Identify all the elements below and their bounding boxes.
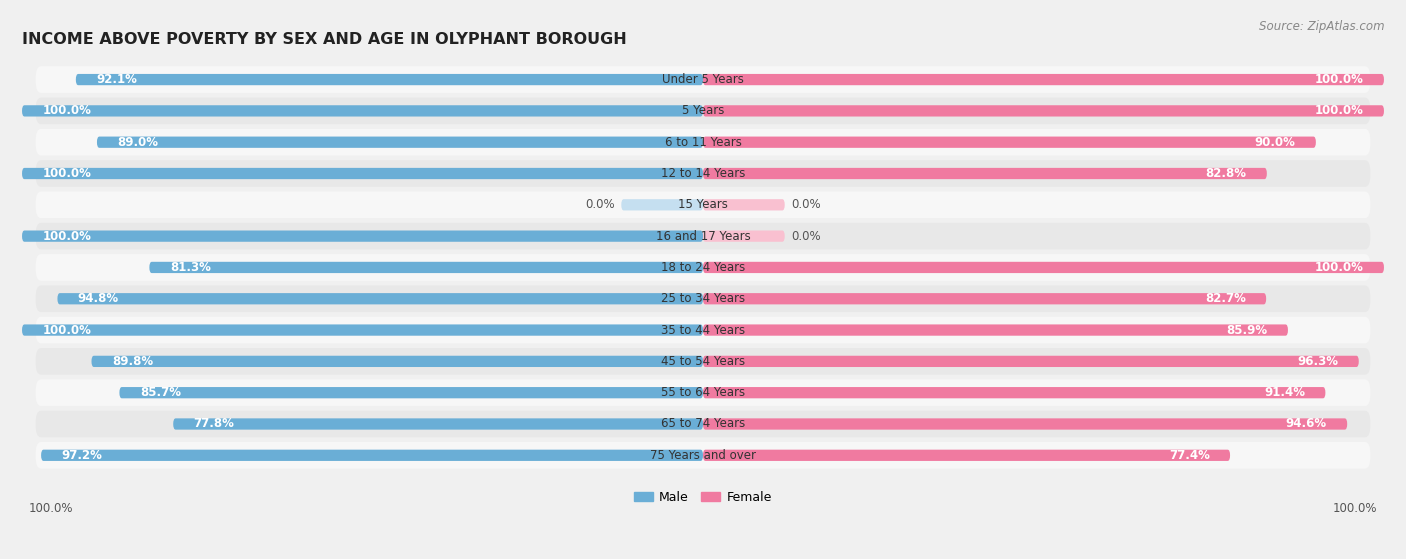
- FancyBboxPatch shape: [22, 168, 703, 179]
- FancyBboxPatch shape: [35, 380, 1371, 406]
- Text: 91.4%: 91.4%: [1264, 386, 1305, 399]
- Text: 100.0%: 100.0%: [42, 230, 91, 243]
- Text: 75 Years and over: 75 Years and over: [650, 449, 756, 462]
- FancyBboxPatch shape: [703, 356, 1358, 367]
- Text: 77.4%: 77.4%: [1168, 449, 1209, 462]
- Text: 6 to 11 Years: 6 to 11 Years: [665, 136, 741, 149]
- FancyBboxPatch shape: [35, 129, 1371, 155]
- Text: 0.0%: 0.0%: [792, 198, 821, 211]
- Text: 85.9%: 85.9%: [1226, 324, 1268, 337]
- Text: 65 to 74 Years: 65 to 74 Years: [661, 418, 745, 430]
- FancyBboxPatch shape: [35, 223, 1371, 249]
- FancyBboxPatch shape: [35, 98, 1371, 124]
- Text: Under 5 Years: Under 5 Years: [662, 73, 744, 86]
- FancyBboxPatch shape: [703, 449, 1230, 461]
- FancyBboxPatch shape: [97, 136, 703, 148]
- Legend: Male, Female: Male, Female: [630, 486, 776, 509]
- Text: 96.3%: 96.3%: [1298, 355, 1339, 368]
- FancyBboxPatch shape: [703, 262, 1384, 273]
- FancyBboxPatch shape: [41, 449, 703, 461]
- FancyBboxPatch shape: [35, 254, 1371, 281]
- FancyBboxPatch shape: [76, 74, 703, 85]
- Text: 12 to 14 Years: 12 to 14 Years: [661, 167, 745, 180]
- Text: 85.7%: 85.7%: [139, 386, 181, 399]
- Text: 82.8%: 82.8%: [1205, 167, 1246, 180]
- FancyBboxPatch shape: [703, 136, 1316, 148]
- FancyBboxPatch shape: [35, 411, 1371, 437]
- Text: 16 and 17 Years: 16 and 17 Years: [655, 230, 751, 243]
- Text: 25 to 34 Years: 25 to 34 Years: [661, 292, 745, 305]
- FancyBboxPatch shape: [621, 199, 703, 210]
- Text: Source: ZipAtlas.com: Source: ZipAtlas.com: [1260, 20, 1385, 32]
- Text: 0.0%: 0.0%: [585, 198, 614, 211]
- FancyBboxPatch shape: [703, 324, 1288, 336]
- FancyBboxPatch shape: [149, 262, 703, 273]
- Text: 92.1%: 92.1%: [96, 73, 138, 86]
- FancyBboxPatch shape: [703, 418, 1347, 430]
- FancyBboxPatch shape: [703, 168, 1267, 179]
- FancyBboxPatch shape: [35, 442, 1371, 468]
- Text: 97.2%: 97.2%: [62, 449, 103, 462]
- Text: 0.0%: 0.0%: [792, 230, 821, 243]
- FancyBboxPatch shape: [35, 348, 1371, 375]
- FancyBboxPatch shape: [173, 418, 703, 430]
- FancyBboxPatch shape: [703, 74, 1384, 85]
- Text: 89.0%: 89.0%: [117, 136, 159, 149]
- FancyBboxPatch shape: [703, 105, 1384, 116]
- FancyBboxPatch shape: [58, 293, 703, 305]
- Text: 100.0%: 100.0%: [1315, 261, 1364, 274]
- FancyBboxPatch shape: [91, 356, 703, 367]
- FancyBboxPatch shape: [35, 192, 1371, 218]
- Text: 100.0%: 100.0%: [42, 167, 91, 180]
- Text: 89.8%: 89.8%: [112, 355, 153, 368]
- FancyBboxPatch shape: [120, 387, 703, 399]
- Text: 100.0%: 100.0%: [1315, 73, 1364, 86]
- Text: 100.0%: 100.0%: [42, 105, 91, 117]
- Text: 77.8%: 77.8%: [194, 418, 235, 430]
- Text: 35 to 44 Years: 35 to 44 Years: [661, 324, 745, 337]
- Text: 94.6%: 94.6%: [1285, 418, 1327, 430]
- Text: 15 Years: 15 Years: [678, 198, 728, 211]
- Text: 94.8%: 94.8%: [77, 292, 120, 305]
- Text: 81.3%: 81.3%: [170, 261, 211, 274]
- FancyBboxPatch shape: [703, 387, 1326, 399]
- Text: 18 to 24 Years: 18 to 24 Years: [661, 261, 745, 274]
- FancyBboxPatch shape: [22, 105, 703, 116]
- FancyBboxPatch shape: [703, 199, 785, 210]
- FancyBboxPatch shape: [35, 286, 1371, 312]
- Text: 5 Years: 5 Years: [682, 105, 724, 117]
- FancyBboxPatch shape: [22, 324, 703, 336]
- FancyBboxPatch shape: [703, 293, 1267, 305]
- Text: 45 to 54 Years: 45 to 54 Years: [661, 355, 745, 368]
- FancyBboxPatch shape: [35, 160, 1371, 187]
- FancyBboxPatch shape: [35, 67, 1371, 93]
- FancyBboxPatch shape: [703, 230, 785, 241]
- FancyBboxPatch shape: [22, 230, 703, 241]
- FancyBboxPatch shape: [35, 317, 1371, 343]
- Text: 100.0%: 100.0%: [42, 324, 91, 337]
- Text: 82.7%: 82.7%: [1205, 292, 1246, 305]
- Text: 100.0%: 100.0%: [30, 503, 73, 515]
- Text: 55 to 64 Years: 55 to 64 Years: [661, 386, 745, 399]
- Text: 100.0%: 100.0%: [1333, 503, 1376, 515]
- Text: 90.0%: 90.0%: [1254, 136, 1295, 149]
- Text: 100.0%: 100.0%: [1315, 105, 1364, 117]
- Text: INCOME ABOVE POVERTY BY SEX AND AGE IN OLYPHANT BOROUGH: INCOME ABOVE POVERTY BY SEX AND AGE IN O…: [22, 32, 627, 47]
